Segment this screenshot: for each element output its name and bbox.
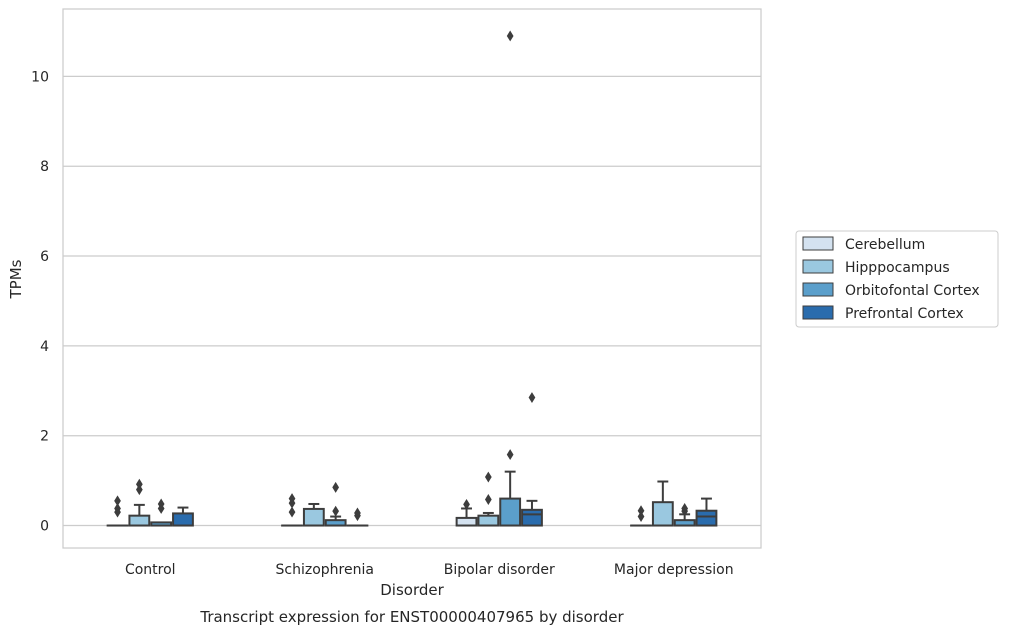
y-axis-label: TPMs [7,259,25,299]
outlier-point [114,495,121,507]
y-tick-label: 4 [40,339,49,355]
outlier-point [332,505,340,517]
x-axis-label: Disorder [380,581,444,599]
x-tick-label: Major depression [614,562,734,578]
x-axis-ticks: Control Schizophrenia Bipolar disorder Majo… [125,562,734,578]
outlier-point [288,506,296,518]
box-hipppocampus [302,502,325,527]
box-body [521,508,543,527]
y-tick-label: 6 [40,249,49,265]
box-body [302,507,325,527]
outlier-point [681,503,689,514]
box-hipppocampus [651,480,674,527]
x-tick-label: Control [125,562,176,578]
outlier-point [637,505,645,517]
outlier-point [506,30,514,42]
y-tick-label: 0 [40,519,49,535]
outlier-point [637,511,645,523]
box-orbitofontal-cortex [499,470,522,527]
box-cerebellum [455,507,478,527]
box-body [695,509,718,527]
y-axis-ticks: 0 2 4 6 8 10 [31,69,49,534]
legend-frame [795,230,999,328]
legend-swatch [802,236,834,251]
box-hipppocampus [128,503,151,527]
box-prefrontal-cortex [695,497,718,527]
outlier-point [157,498,165,510]
outlier-point [354,507,361,519]
legend-label: Prefrontal Cortex [845,306,964,322]
boxes [106,470,718,527]
y-tick-label: 10 [31,69,49,85]
outlier-point [484,494,492,505]
x-tick-label: Bipolar disorder [444,562,555,578]
box-body [128,514,151,527]
box-orbitofontal-cortex [324,515,347,527]
plot-area-frame [62,8,762,549]
outlier-point [288,493,296,505]
box-prefrontal-cortex [521,499,543,527]
outlier-point [463,498,470,510]
outliers [114,30,689,523]
legend-label: Cerebellum [845,237,925,253]
y-tick-label: 2 [40,429,49,445]
box-body [172,512,194,527]
box-orbitofontal-cortex [150,521,173,527]
box-body [499,497,522,527]
legend-swatch [802,259,834,274]
legend-label: Orbitofontal Cortex [845,283,980,299]
outlier-point [484,471,492,483]
box-body [477,514,500,527]
gridlines [63,75,761,527]
outlier-point [135,478,143,490]
legend-swatch [802,282,834,297]
outlier-point [114,503,121,514]
box-body [455,516,478,527]
box-hipppocampus [477,511,500,527]
box-body [651,501,674,527]
y-tick-label: 8 [40,159,49,175]
outlier-point [506,449,514,461]
legend-label: Hipppocampus [845,260,950,276]
legend: Cerebellum Hipppocampus Orbitofontal Corte… [795,230,999,328]
legend-swatch [802,305,834,320]
x-tick-label: Schizophrenia [276,562,374,578]
chart-title: Transcript expression for ENST0000040796… [199,608,624,626]
outlier-point [332,481,340,493]
box-prefrontal-cortex [172,506,194,527]
outlier-point [528,392,536,403]
